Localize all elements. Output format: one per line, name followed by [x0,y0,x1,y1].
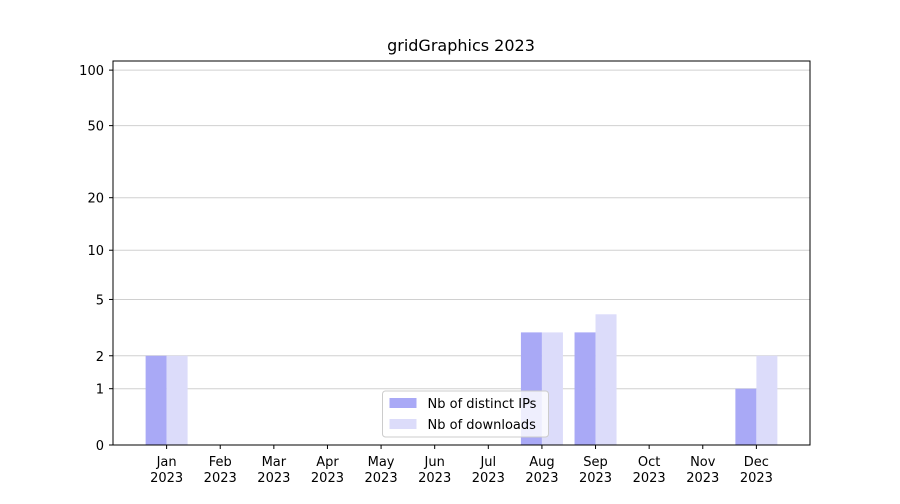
legend-label: Nb of downloads [428,418,537,433]
legend: Nb of distinct IPs Nb of downloads [382,390,549,438]
bar [756,355,778,445]
x-tick-label: Jun 2023 [418,455,451,486]
bar [735,388,757,445]
y-tick-label: 1 [96,383,104,398]
x-tick-label: Dec 2023 [740,455,773,486]
x-tick-label: Sep 2023 [579,455,612,486]
bar [145,355,167,445]
legend-swatch [389,419,417,429]
y-tick-label: 100 [79,64,104,79]
x-tick-label: Aug 2023 [525,455,558,486]
x-tick-label: Apr 2023 [311,455,344,486]
x-tick-label: May 2023 [365,455,398,486]
x-tick-label: Feb 2023 [204,455,237,486]
x-tick-label: Oct 2023 [633,455,666,486]
x-tick-label: Mar 2023 [257,455,290,486]
x-tick-label: Nov 2023 [686,455,719,486]
y-tick-label: 0 [96,439,104,454]
legend-swatch [389,398,417,408]
x-tick-label: Jul 2023 [472,455,505,486]
legend-box [382,390,549,438]
bar [166,355,188,445]
bar [574,332,596,445]
y-tick-label: 50 [87,120,104,135]
y-tick-label: 20 [87,192,104,207]
legend-label: Nb of distinct IPs [428,397,537,412]
y-tick-label: 5 [96,293,104,308]
plot-frame [112,60,811,446]
bar [595,314,617,445]
y-tick-label: 10 [87,244,104,259]
x-tick-label: Jan 2023 [150,455,183,486]
chart-title: gridGraphics 2023 [387,36,535,55]
y-tick-label: 2 [96,350,104,365]
